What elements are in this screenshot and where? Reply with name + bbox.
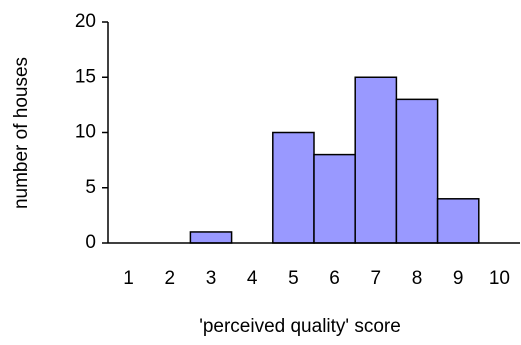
bar <box>354 76 398 244</box>
x-tick-label: 9 <box>453 268 464 289</box>
y-tick-label: 20 <box>75 11 96 32</box>
x-tick-label: 5 <box>288 268 299 289</box>
y-tick-label: 0 <box>85 232 96 253</box>
x-tick-label: 6 <box>329 268 340 289</box>
y-tick-label: 10 <box>75 122 96 143</box>
y-axis-label: number of houses <box>11 57 32 209</box>
bar <box>189 231 233 244</box>
x-tick-label: 3 <box>206 268 217 289</box>
bar <box>313 153 356 244</box>
x-tick-label: 7 <box>371 268 382 289</box>
x-tick-label: 4 <box>247 268 258 289</box>
x-tick-label: 2 <box>165 268 176 289</box>
x-tick-label: 10 <box>489 268 510 289</box>
x-axis-label: 'perceived quality' score <box>199 316 401 337</box>
bar <box>395 98 439 244</box>
x-tick-label: 8 <box>412 268 423 289</box>
bar <box>436 198 480 244</box>
y-tick-label: 15 <box>75 66 96 87</box>
y-tick-label: 5 <box>85 177 96 198</box>
x-tick-label: 1 <box>123 268 134 289</box>
bar <box>272 131 315 244</box>
